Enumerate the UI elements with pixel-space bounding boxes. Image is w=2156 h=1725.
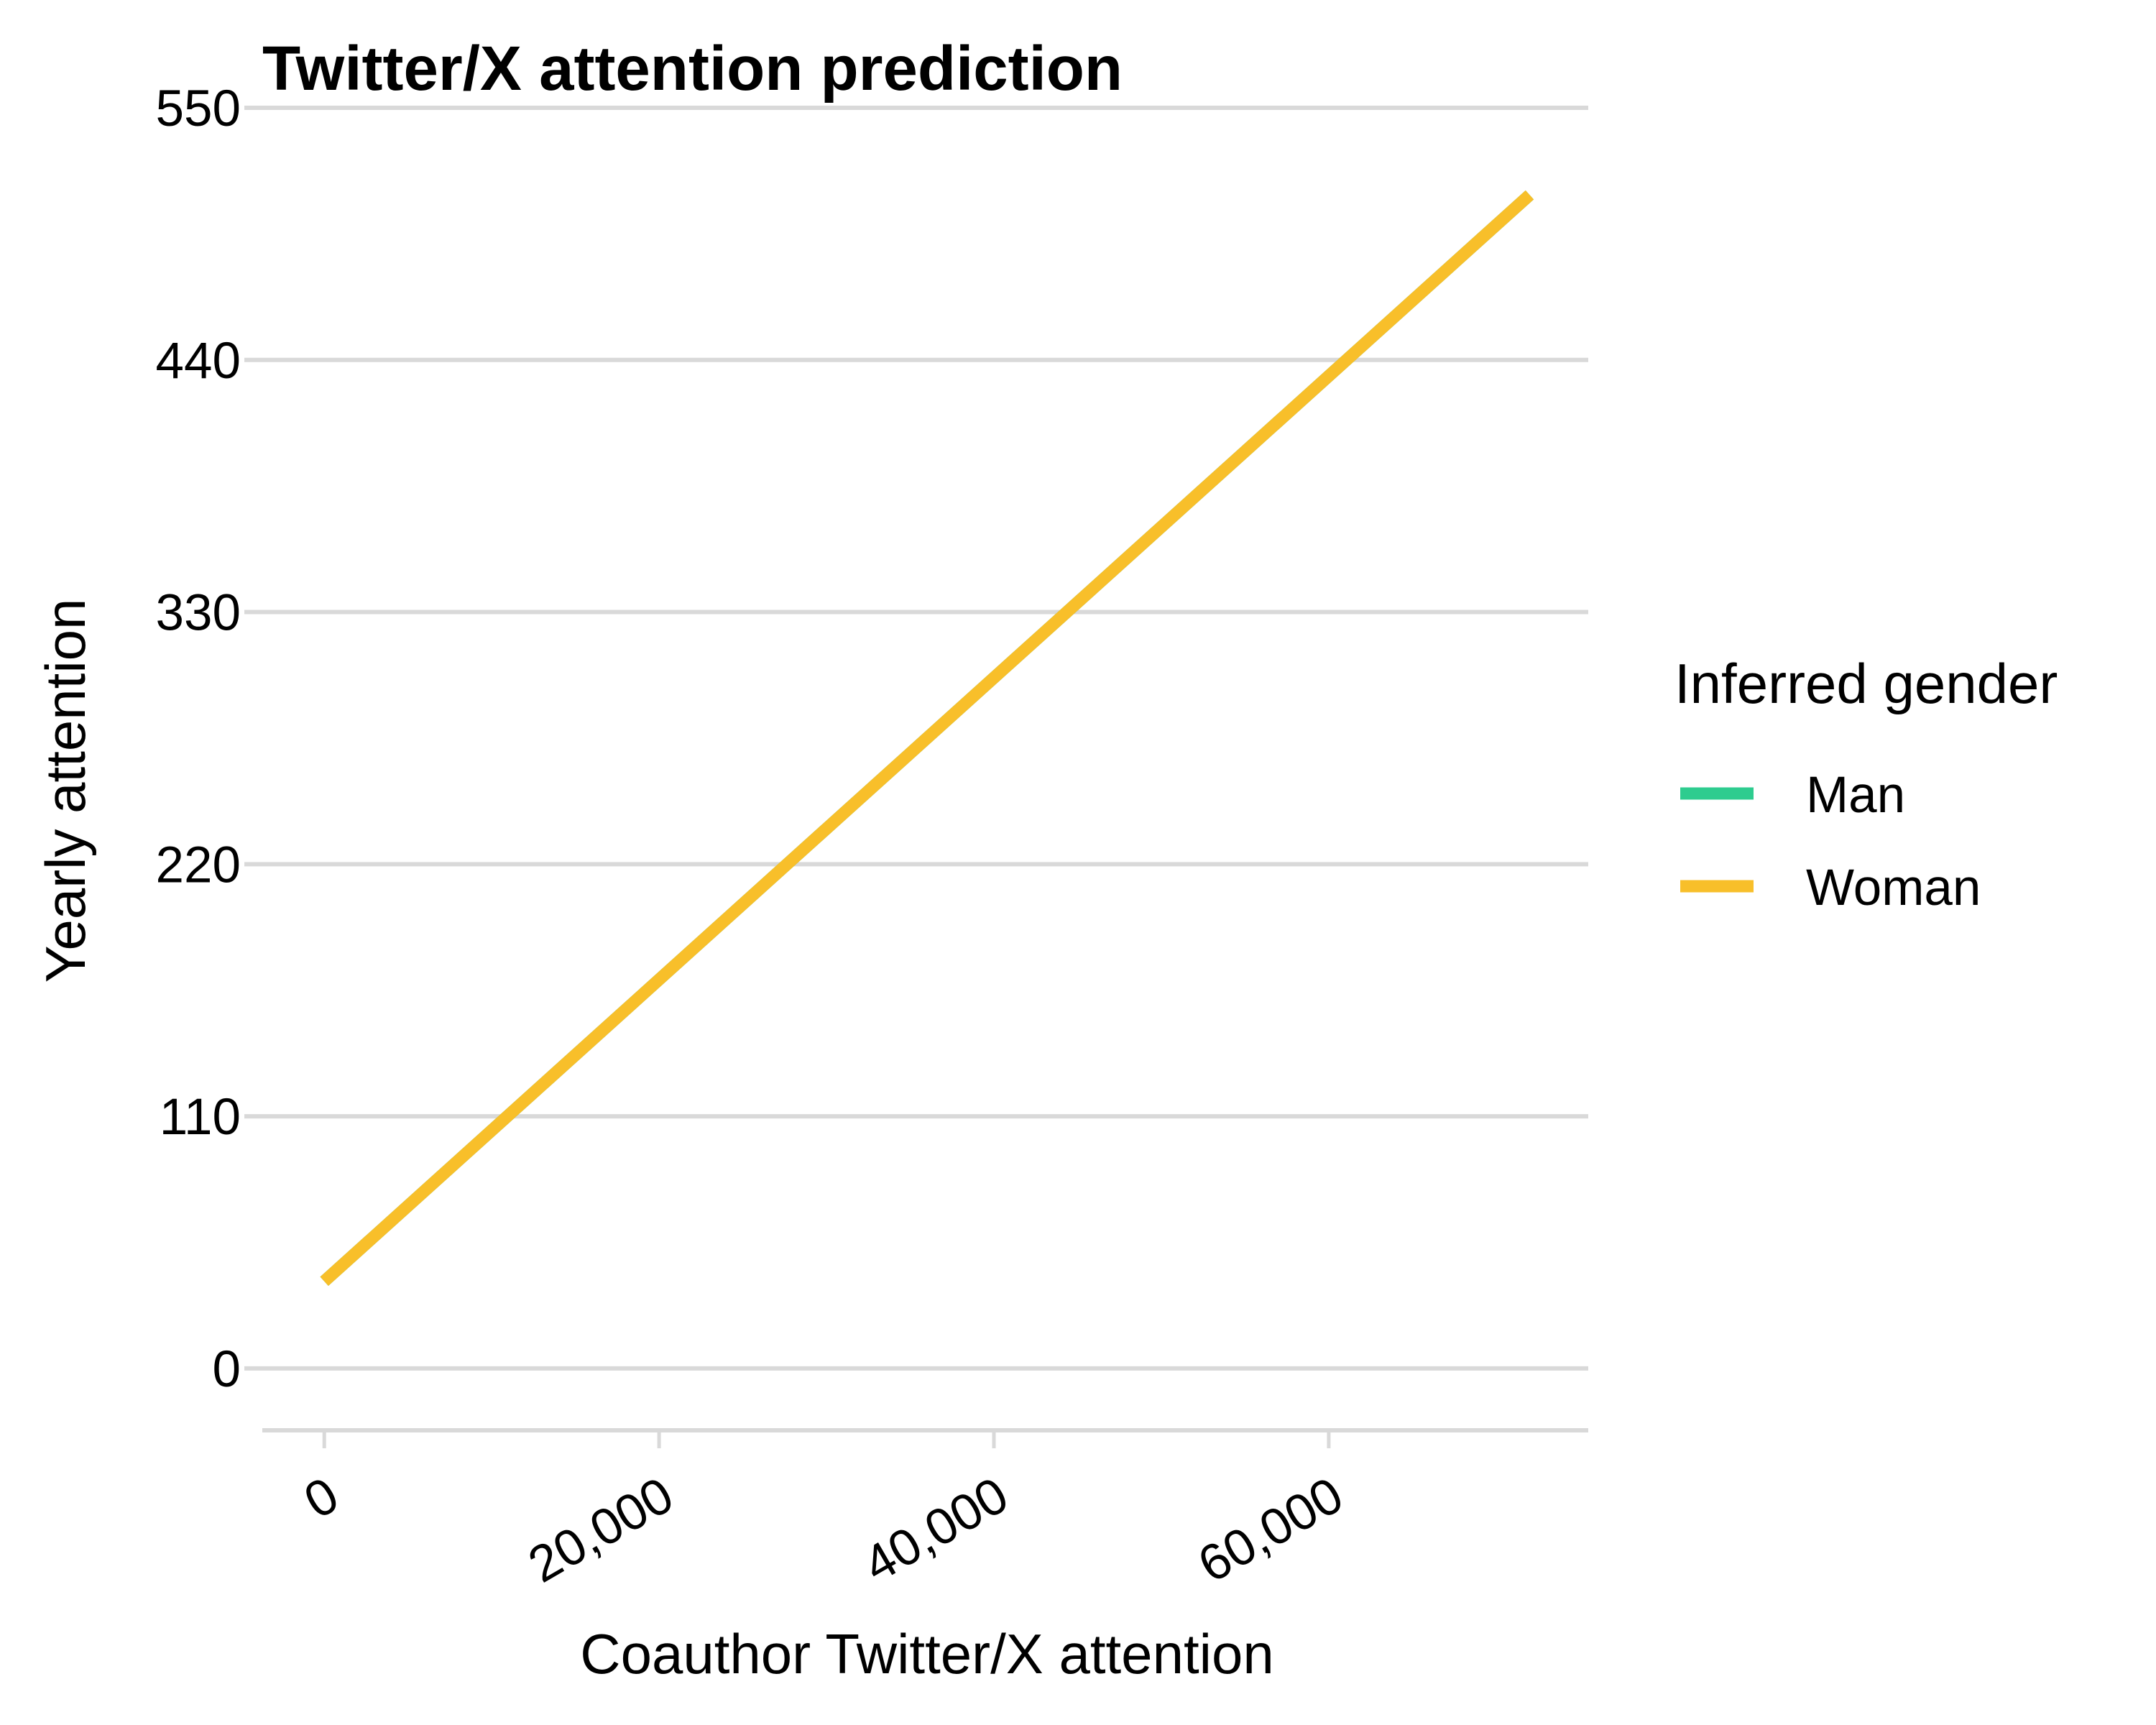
x-tick-label: 0 (295, 1466, 348, 1530)
chart-title: Twitter/X attention prediction (262, 34, 1123, 104)
y-tick-label: 330 (156, 585, 241, 642)
x-axis-ticks: 0 20,000 40,000 60,000 (295, 1430, 1353, 1593)
legend: Inferred gender Man Woman (1674, 652, 2058, 916)
series-lines (320, 190, 1534, 1287)
y-tick-label: 550 (156, 80, 241, 137)
y-tick-label: 110 (160, 1089, 241, 1146)
legend-label-man: Man (1806, 767, 1905, 824)
y-tick-label: 0 (213, 1341, 241, 1398)
legend-label-woman: Woman (1806, 860, 1981, 916)
series-line-woman (320, 190, 1534, 1287)
x-tick-label: 40,000 (854, 1466, 1018, 1593)
y-tick-label: 220 (156, 837, 241, 893)
legend-title: Inferred gender (1674, 652, 2058, 715)
x-tick-label: 60,000 (1189, 1466, 1353, 1593)
x-axis-title: Coauthor Twitter/X attention (580, 1622, 1273, 1685)
gridlines (244, 106, 1588, 1371)
y-axis-title: Yearly attention (34, 599, 97, 983)
x-tick-label: 20,000 (520, 1466, 683, 1593)
y-axis-ticks: 0 110 220 330 440 550 (156, 80, 241, 1398)
y-tick-label: 440 (156, 333, 241, 390)
